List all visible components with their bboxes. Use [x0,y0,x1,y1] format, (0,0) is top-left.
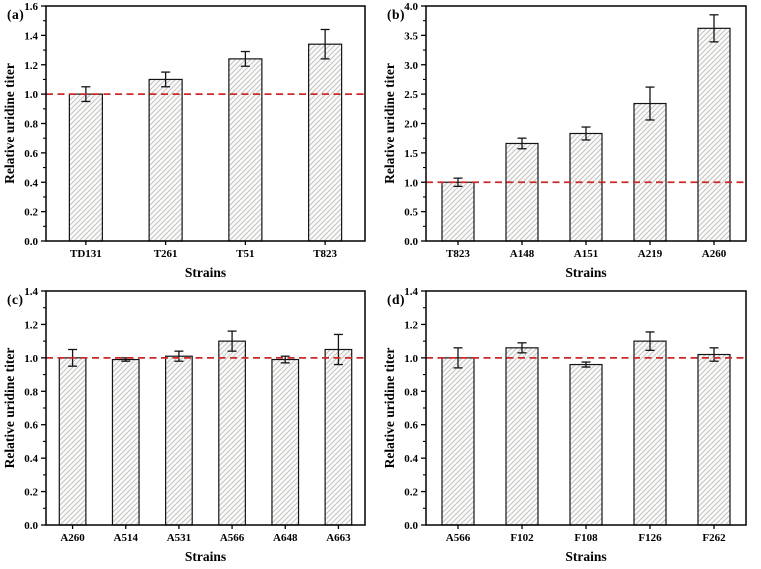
y-tick-label: 1.0 [24,89,38,101]
bar [633,340,667,526]
y-tick-label: 1.0 [404,177,418,189]
y-axis-title: Relative uridine titer [382,348,397,469]
bar [569,363,603,526]
y-tick-label: 3.5 [404,30,418,42]
bar [308,43,343,242]
y-tick-label: 0.4 [404,453,418,465]
bar [569,132,603,242]
plot-area [46,291,365,525]
x-tick-label: T823 [446,248,470,260]
y-tick-label: 0.2 [24,207,38,219]
y-tick-label: 0.0 [404,236,418,248]
panel-a: (a) 0.0 0.2 0.4 0.6 0.8 1.0 1.2 1.4 1.6 TD131 T261… [0,0,380,285]
bar [441,357,475,526]
y-tick-label: 0.2 [24,487,38,499]
x-tick-label: A566 [446,532,471,544]
x-tick-label: A260 [60,532,85,544]
y-tick-label: 1.4 [24,286,38,298]
panel-c-chart: 0.0 0.2 0.4 0.6 0.8 1.0 1.2 1.4 A260 A514 A531 A566… [2,286,366,564]
bar [505,347,539,526]
x-axis-title: Strains [565,265,606,280]
x-tick-label: F262 [702,532,726,544]
bar [68,93,103,242]
y-tick-label: 0.2 [404,487,418,499]
x-tick-label: A663 [326,532,351,544]
panel-b-chart: 0.0 0.5 1.0 1.5 2.0 2.5 3.0 3.5 4.0 T823 A148 A151 A… [382,1,747,280]
bar [505,142,539,242]
x-tick-label: A148 [510,248,535,260]
y-tick-label: 0.0 [24,236,38,248]
x-tick-label: A514 [114,532,139,544]
bar [697,353,731,526]
y-tick-label: 1.4 [24,30,38,42]
bar [228,58,263,242]
y-tick-label: 0.5 [404,207,418,219]
panel-c: (c) 0.0 0.2 0.4 0.6 0.8 1.0 1.2 1.4 A260 A514 A531… [0,285,380,569]
y-tick-label: 0.4 [24,453,38,465]
y-tick-label: 1.2 [404,319,418,331]
x-axis-title: Strains [565,549,606,564]
x-tick-label: T261 [154,248,178,260]
y-tick-label: 0.8 [404,386,418,398]
x-tick-label: F102 [510,532,534,544]
y-axis-title: Relative uridine titer [2,348,17,469]
y-tick-label: 2.0 [404,119,418,131]
panel-d: (d) 0.0 0.2 0.4 0.6 0.8 1.0 1.2 1.4 A566 F102 F108… [380,285,761,569]
y-tick-label: 1.2 [24,60,38,72]
x-tick-label: A648 [273,532,298,544]
y-tick-label: 0.0 [404,520,418,532]
y-tick-label: 0.6 [24,148,38,160]
y-tick-label: 0.0 [24,520,38,532]
bar [324,348,353,526]
x-tick-label: A566 [220,532,245,544]
x-tick-label: T823 [313,248,337,260]
y-tick-label: 1.0 [404,353,418,365]
panel-b: (b) 0.0 0.5 1.0 1.5 2.0 2.5 3.0 3.5 4.0 T823 A148 A… [380,0,761,285]
bar [148,78,183,242]
x-tick-label: TD131 [70,248,102,260]
y-tick-label: 0.4 [24,177,38,189]
panel-b-letter: (b) [387,7,405,22]
bar [271,358,300,526]
y-tick-label: 1.4 [404,286,418,298]
x-tick-label: F108 [574,532,598,544]
panel-c-letter: (c) [7,292,24,307]
x-tick-label: F126 [638,532,662,544]
y-tick-label: 1.0 [24,353,38,365]
x-tick-label: A531 [167,532,191,544]
y-tick-label: 0.6 [24,420,38,432]
y-tick-label: 0.8 [24,386,38,398]
panel-d-chart: 0.0 0.2 0.4 0.6 0.8 1.0 1.2 1.4 A566 F102 F108 F126… [382,286,747,564]
x-axis-title: Strains [185,265,226,280]
bar [165,355,193,526]
panel-d-letter: (d) [387,292,405,307]
x-axis-title: Strains [185,549,226,564]
bar [58,357,87,526]
y-tick-label: 1.6 [24,1,38,13]
bar [633,102,667,242]
x-tick-label: A151 [574,248,598,260]
x-tick-label: A260 [702,248,727,260]
panel-a-chart: 0.0 0.2 0.4 0.6 0.8 1.0 1.2 1.4 1.6 TD131 T261 T51 T… [2,1,366,280]
y-axis-title: Relative uridine titer [382,63,397,184]
bar [218,340,246,526]
bar [441,181,475,242]
y-axis-title: Relative uridine titer [2,63,17,184]
y-tick-label: 2.5 [404,89,418,101]
y-tick-label: 4.0 [404,1,418,13]
x-tick-label: T51 [236,248,254,260]
y-tick-label: 0.8 [24,119,38,131]
x-tick-label: A219 [638,248,663,260]
y-tick-label: 0.6 [404,420,418,432]
bar [111,358,140,526]
y-tick-label: 1.2 [24,319,38,331]
bar [697,27,731,242]
y-tick-label: 1.5 [404,148,418,160]
y-tick-label: 3.0 [404,60,418,72]
panel-a-letter: (a) [7,7,25,22]
